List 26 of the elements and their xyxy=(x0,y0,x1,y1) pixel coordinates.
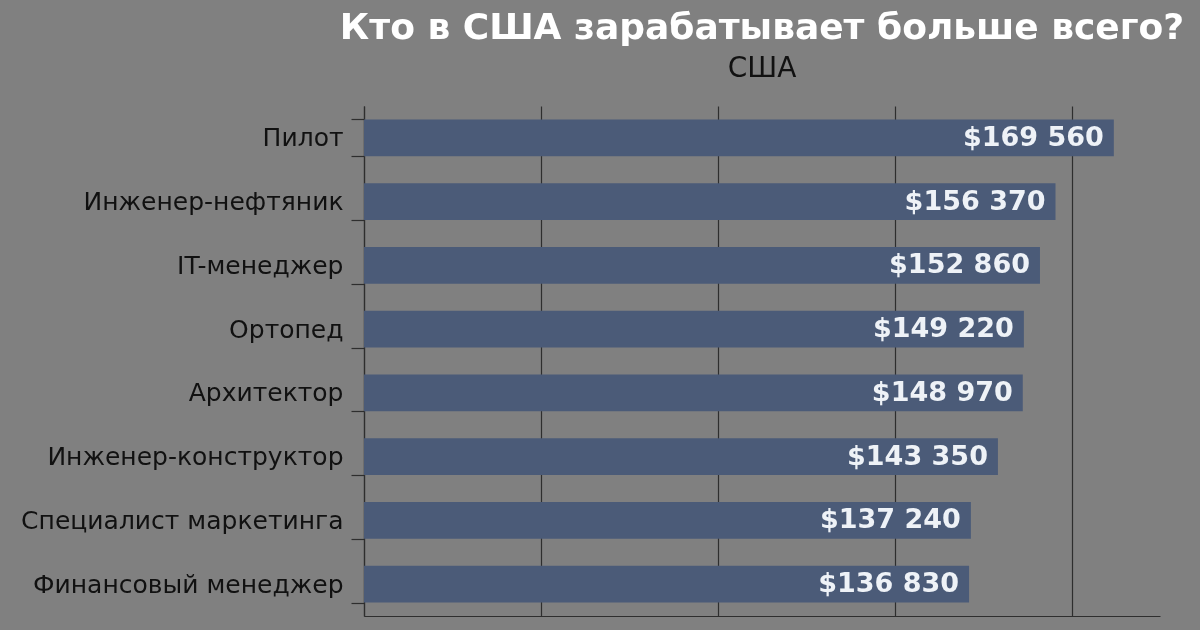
bar xyxy=(364,183,1056,221)
y-tick-label: Пилот xyxy=(262,123,344,153)
bar xyxy=(364,246,1040,284)
data-label: $136 830 xyxy=(818,567,960,599)
bar xyxy=(364,119,1114,157)
data-label: $149 220 xyxy=(872,312,1014,344)
data-label: $152 860 xyxy=(889,248,1030,280)
bar xyxy=(364,438,998,476)
data-label: $143 350 xyxy=(847,439,988,471)
y-tick-label: Финансовый менеджер xyxy=(32,569,344,599)
data-label: $156 370 xyxy=(904,184,1046,216)
chart-title: Кто в США зарабатывает больше всего? xyxy=(339,6,1185,47)
y-tick-label: IT-менеджер xyxy=(177,250,344,280)
y-tick-label: Ортопед xyxy=(229,314,344,344)
y-tick-label: Инженер-нефтяник xyxy=(83,187,344,217)
y-tick-label: Инженер-конструктор xyxy=(47,442,344,472)
y-tick-label: Архитектор xyxy=(188,378,344,408)
data-label: $148 970 xyxy=(871,375,1013,407)
chart-subtitle: США xyxy=(727,51,797,84)
bar xyxy=(364,374,1023,412)
bar xyxy=(364,501,971,539)
data-label: $169 560 xyxy=(962,120,1104,152)
bar xyxy=(364,310,1024,348)
bar xyxy=(364,565,970,603)
y-tick-label: Специалист маркетинга xyxy=(21,505,344,535)
data-label: $137 240 xyxy=(820,503,961,535)
